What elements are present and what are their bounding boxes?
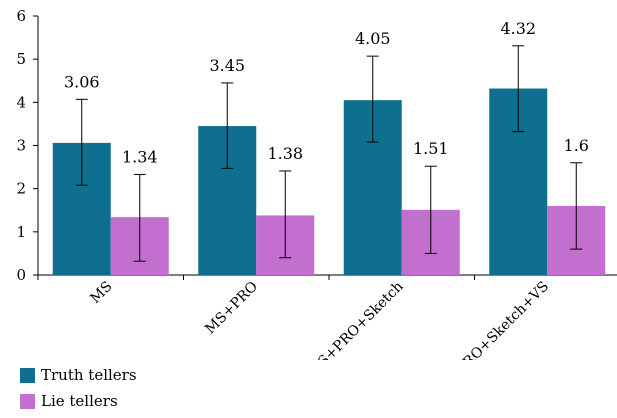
y-tick-label: 2 <box>16 180 26 198</box>
data-label: 1.6 <box>564 136 589 155</box>
data-label: 3.45 <box>209 56 245 75</box>
legend-label-truth-tellers: Truth tellers <box>41 366 137 384</box>
legend-label-lie-tellers: Lie tellers <box>41 392 118 410</box>
y-tick-label: 3 <box>16 137 26 155</box>
legend: Truth tellers Lie tellers <box>20 362 137 414</box>
bars <box>52 88 606 276</box>
data-label: 1.38 <box>267 144 303 163</box>
legend-swatch-lie-tellers <box>20 393 35 409</box>
y-tick-label: 6 <box>16 7 26 25</box>
y-tick-label: 4 <box>16 93 26 111</box>
x-category-label: MS <box>87 279 115 307</box>
legend-item-lie-tellers: Lie tellers <box>20 388 137 414</box>
legend-item-truth-tellers: Truth tellers <box>20 362 137 388</box>
data-label: 3.06 <box>64 72 100 91</box>
data-label: 1.51 <box>413 139 449 158</box>
bar-chart: 0 1 2 3 4 5 6 MS MS+PRO MS+PRO+Sketch MS+PRO+Sketc… <box>16 7 617 360</box>
x-category-label: MS+PRO+Sketch+VS <box>428 279 552 360</box>
legend-swatch-truth-tellers <box>20 367 35 383</box>
y-tick-label: 1 <box>16 223 26 241</box>
x-category-label: MS+PRO+Sketch <box>305 279 407 360</box>
data-label: 1.34 <box>122 147 158 166</box>
error-bars <box>75 45 583 262</box>
data-label: 4.05 <box>355 29 391 48</box>
x-category-label: MS+PRO <box>202 279 261 338</box>
y-tick-label: 0 <box>16 266 26 284</box>
y-tick-label: 5 <box>16 50 26 68</box>
data-label: 4.32 <box>500 19 536 38</box>
data-labels: 3.06 3.45 4.05 4.32 1.34 1.38 1.51 1.6 <box>64 19 589 167</box>
